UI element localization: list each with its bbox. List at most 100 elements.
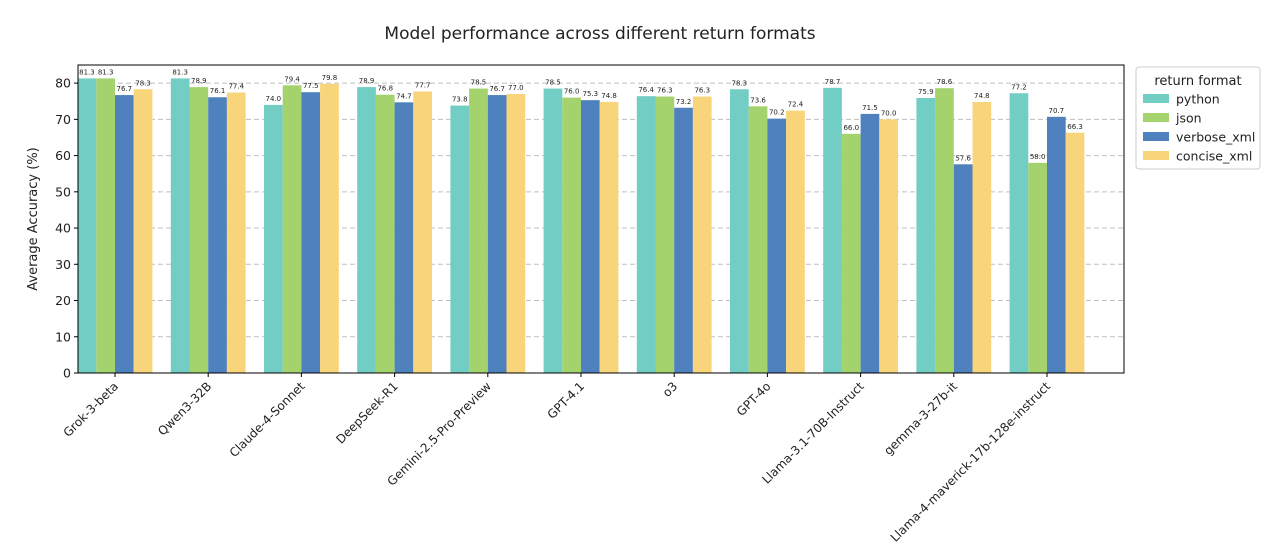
y-axis: 0 10 20 30 40 50 60 70 80 — [55, 76, 78, 381]
y-tick-label: 50 — [55, 184, 71, 199]
bar-python — [77, 78, 97, 374]
data-label: 73.6 — [750, 96, 766, 104]
data-label: 81.3 — [79, 68, 95, 76]
data-label: 77.4 — [228, 83, 244, 91]
data-label: 66.0 — [843, 124, 859, 132]
bar-concise_xml — [599, 101, 619, 374]
plot-frame — [77, 64, 1125, 374]
bar-verbose_xml — [301, 92, 321, 374]
x-tick-label: Qwen3-32B — [155, 379, 214, 438]
bar-verbose_xml — [674, 107, 693, 374]
data-label: 66.3 — [1067, 123, 1083, 131]
x-tick-label: DeepSeek-R1 — [333, 379, 400, 446]
x-tick-label: Llama-4-maverick-17b-128e-instruct — [888, 379, 1054, 545]
data-label: 74.8 — [601, 92, 617, 100]
bar-json — [655, 96, 675, 373]
data-label: 81.3 — [172, 68, 188, 76]
bar-json — [841, 133, 861, 373]
y-tick-label: 10 — [55, 329, 71, 344]
data-label: 74.0 — [266, 95, 282, 103]
bars — [77, 78, 1085, 374]
data-label: 76.4 — [638, 86, 654, 94]
data-label: 71.5 — [862, 104, 878, 112]
bar-json — [282, 85, 302, 374]
x-tick-label: Llama-3.1-70B-Instruct — [759, 379, 867, 487]
data-label: 76.8 — [377, 85, 393, 93]
x-tick-label: GPT-4o — [734, 379, 774, 419]
bar-concise_xml — [692, 96, 712, 373]
data-label: 79.4 — [284, 75, 300, 83]
bar-concise_xml — [1065, 132, 1085, 373]
bar-python — [636, 96, 656, 373]
data-label: 76.0 — [564, 88, 580, 96]
data-label: 78.6 — [937, 78, 953, 86]
bar-json — [189, 87, 209, 374]
data-label: 57.6 — [955, 154, 971, 162]
bar-verbose_xml — [394, 102, 414, 373]
y-tick-label: 30 — [55, 257, 71, 272]
bar-python — [916, 97, 936, 373]
data-label: 75.9 — [918, 88, 934, 96]
data-label: 76.7 — [489, 85, 505, 93]
legend-swatch-concise_xml — [1143, 151, 1169, 160]
data-label: 74.8 — [974, 92, 990, 100]
y-tick-label: 40 — [55, 221, 71, 236]
y-tick-label: 70 — [55, 112, 71, 127]
bar-json — [748, 106, 768, 374]
chart-title: Model performance across different retur… — [384, 24, 815, 44]
bar-python — [823, 87, 842, 373]
bar-python — [264, 104, 283, 373]
bar-json — [935, 88, 954, 374]
bar-python — [730, 89, 749, 373]
legend-box — [1135, 66, 1261, 170]
bar-python — [1009, 93, 1029, 374]
bar-concise_xml — [413, 91, 432, 373]
data-labels: 81.3 81.376.778.381.378.976.177.474.079.4… — [79, 68, 1083, 162]
x-tick-label: Claude-4-Sonnet — [227, 379, 308, 460]
legend-label-verbose_xml: verbose_xml — [1176, 130, 1255, 145]
data-label: 79.8 — [322, 74, 338, 82]
x-tick-label: Grok-3-beta — [61, 379, 122, 440]
data-label: 72.4 — [788, 101, 804, 109]
data-label: 77.2 — [1011, 83, 1027, 91]
data-label: 76.3 — [694, 87, 710, 95]
data-label: 81.3 — [98, 68, 114, 76]
data-label: 77.0 — [508, 84, 524, 92]
data-label: 78.9 — [191, 77, 207, 85]
x-tick-label: GPT-4.1 — [545, 379, 588, 422]
bar-verbose_xml — [860, 113, 880, 373]
bar-python — [543, 88, 563, 373]
x-tick-label: Gemini-2.5-Pro-Preview — [385, 379, 495, 489]
data-label: 78.5 — [545, 79, 561, 87]
bar-verbose_xml — [767, 118, 787, 373]
data-label: 77.5 — [303, 82, 319, 90]
bar-python — [450, 105, 470, 373]
bar-json — [1028, 162, 1047, 373]
x-tick-label: gemma-3-27b-it — [881, 379, 960, 458]
data-label: 70.0 — [881, 109, 897, 117]
legend-label-json: json — [1175, 111, 1202, 126]
x-axis: Grok-3-beta Qwen3-32B Claude-4-Sonnet DeepS… — [61, 373, 1054, 545]
y-axis-label: Average Accuracy (%) — [26, 147, 41, 291]
bar-concise_xml — [133, 89, 153, 373]
data-label: 78.3 — [135, 79, 151, 87]
data-label: 74.7 — [396, 92, 412, 100]
bar-json — [96, 78, 115, 374]
data-label: 76.7 — [117, 85, 133, 93]
data-label: 78.5 — [471, 79, 487, 87]
bar-json — [469, 88, 488, 373]
data-label: 76.3 — [657, 87, 673, 95]
x-tick-label: o3 — [660, 379, 680, 399]
y-tick-label: 60 — [55, 148, 71, 163]
bar-verbose_xml — [115, 95, 134, 374]
bar-concise_xml — [786, 110, 805, 374]
data-label: 78.9 — [359, 77, 375, 85]
bar-verbose_xml — [208, 97, 227, 373]
data-label: 76.1 — [210, 87, 226, 95]
legend-label-concise_xml: concise_xml — [1176, 149, 1252, 164]
bar-python — [357, 87, 376, 374]
legend: return format python json verbose_xmlconci… — [1135, 66, 1261, 170]
data-label: 70.2 — [769, 109, 785, 117]
legend-swatch-json — [1143, 113, 1169, 122]
